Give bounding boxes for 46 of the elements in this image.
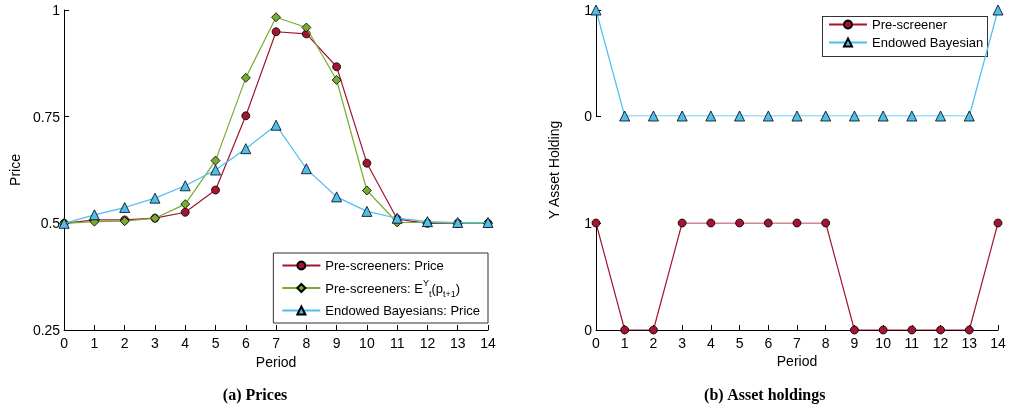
y-tick-label: 1 [584, 2, 593, 18]
x-axis-title: Period [255, 353, 297, 370]
x-tick-label: 8 [302, 335, 311, 351]
text: (a) Prices [222, 385, 288, 404]
x-tick-label: 6 [241, 335, 250, 351]
x-tick-label: 4 [181, 335, 190, 351]
x-tick-label: 8 [821, 335, 830, 351]
y-tick-label: 0.5 [40, 215, 61, 232]
x-tick-label: 5 [211, 335, 220, 351]
x-tick-label: 1 [620, 335, 629, 351]
x-tick-label: 7 [272, 335, 281, 351]
text: (b) Asset holdings [704, 385, 826, 404]
x-tick-label: 2 [649, 335, 658, 351]
x-tick-label: 10 [359, 335, 375, 351]
x-tick-label: 4 [706, 335, 715, 351]
x-tick-label: 3 [678, 335, 687, 351]
x-tick-label: 9 [850, 335, 859, 351]
legend-label: Pre-screeners: Price [325, 258, 444, 273]
x-tick-label: 10 [875, 335, 892, 351]
x-tick-label: 12 [419, 335, 436, 351]
x-tick-label: 14 [990, 335, 1006, 351]
x-axis-title: Period [776, 353, 818, 369]
x-tick-label: 1 [90, 335, 99, 351]
x-tick-label: 14 [480, 335, 496, 351]
y-tick-label: 0 [584, 108, 593, 124]
x-tick-label: 2 [120, 335, 129, 351]
x-tick-label: 6 [764, 335, 773, 351]
x-tick-label: 13 [449, 335, 466, 351]
x-tick-label: 12 [932, 335, 949, 351]
y-axis-title: Price [7, 153, 23, 186]
y-tick-label: 0.25 [32, 322, 61, 338]
y-axis-title: Y Asset Holding [546, 120, 562, 220]
x-tick-label: 5 [735, 335, 744, 351]
legend-label: Pre-screener [872, 17, 948, 32]
y-tick-label: 0 [584, 322, 593, 338]
legend-label: Endowed Bayesian [872, 35, 984, 50]
legend-label: Endowed Bayesians: Price [325, 303, 481, 318]
x-tick-label: 7 [793, 335, 802, 351]
y-tick-label: 1 [52, 2, 61, 18]
y-tick-label: 0.75 [32, 108, 61, 125]
x-tick-label: 9 [332, 335, 341, 351]
x-tick-label: 3 [151, 335, 160, 351]
x-tick-label: 13 [961, 335, 978, 351]
y-tick-label: 1 [584, 215, 593, 231]
x-tick-label: 11 [389, 335, 405, 351]
x-tick-label: 11 [904, 335, 920, 351]
